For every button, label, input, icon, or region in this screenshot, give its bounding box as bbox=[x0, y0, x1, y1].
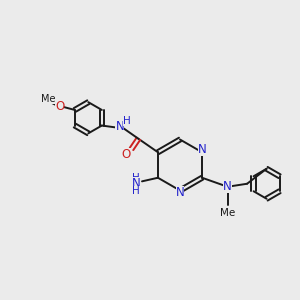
Text: N: N bbox=[176, 186, 184, 200]
Text: O: O bbox=[122, 148, 131, 161]
Text: H: H bbox=[123, 116, 131, 126]
Text: H: H bbox=[132, 186, 140, 196]
Text: H: H bbox=[131, 173, 139, 183]
Text: N: N bbox=[223, 180, 232, 193]
Text: N: N bbox=[132, 177, 140, 190]
Text: N: N bbox=[198, 143, 206, 156]
Text: Me: Me bbox=[220, 208, 235, 218]
Text: Me: Me bbox=[41, 94, 56, 104]
Text: N: N bbox=[116, 120, 124, 133]
Text: O: O bbox=[55, 100, 64, 113]
